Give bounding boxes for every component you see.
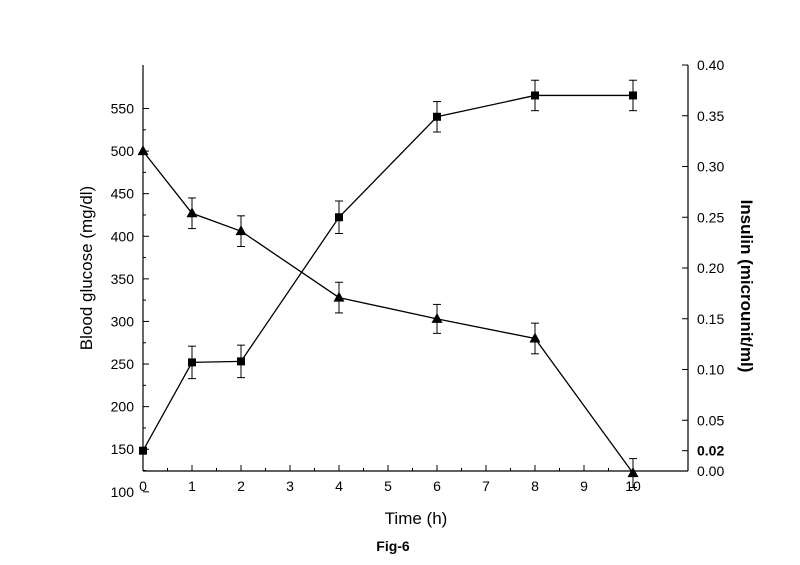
y-right-tick-label: 0.00 — [697, 463, 724, 479]
y-left-axis-title: Blood glucose (mg/dl) — [77, 186, 96, 350]
x-tick-label: 1 — [188, 478, 196, 494]
glucose-triangle-point — [137, 145, 149, 156]
x-tick-label: 2 — [237, 478, 245, 494]
x-tick-label: 5 — [384, 478, 392, 494]
y-right-tick-label: 0.10 — [697, 362, 724, 378]
y-left-tick-label: 250 — [111, 356, 135, 372]
y-right-tick-label: 0.35 — [697, 108, 724, 124]
x-tick-label: 0 — [139, 478, 147, 494]
x-tick-label: 7 — [482, 478, 490, 494]
y-left-tick-label: 550 — [111, 101, 135, 117]
glucose-triangle-point — [333, 291, 345, 302]
insulin-square-point — [433, 112, 441, 121]
y-left-tick-label: 100 — [111, 484, 135, 500]
x-tick-label: 6 — [433, 478, 441, 494]
glucose-triangle-point — [186, 207, 198, 218]
y-right-tick-label: 0.15 — [697, 311, 724, 327]
glucose-triangle-point — [627, 467, 639, 478]
x-tick-label: 3 — [286, 478, 294, 494]
insulin-square-point — [531, 91, 539, 100]
glucose-triangle-point — [235, 225, 247, 236]
y-right-tick-label: 0.05 — [697, 412, 724, 428]
y-right-tick-label: 0.02 — [697, 443, 724, 459]
y-right-tick-label: 0.20 — [697, 260, 724, 276]
y-left-tick-label: 300 — [111, 313, 135, 329]
x-tick-label: 8 — [531, 478, 539, 494]
y-left-tick-label: 200 — [111, 399, 135, 415]
y-right-axis-title: Insulin (microunit/ml) — [737, 200, 756, 373]
y-right-tick-label: 0.30 — [697, 159, 724, 175]
y-right-tick-label: 0.25 — [697, 209, 724, 225]
glucose-triangle-point — [529, 332, 541, 343]
glucose-series-line — [142, 150, 634, 474]
chart-marks — [137, 79, 639, 489]
insulin-square-point — [139, 446, 147, 455]
plot-frame — [142, 65, 689, 472]
y-left-tick-label: 350 — [111, 271, 135, 287]
x-tick-label: 4 — [335, 478, 343, 494]
y-left-tick-label: 500 — [111, 143, 135, 159]
insulin-square-point — [335, 213, 343, 222]
y-left-tick-label: 450 — [111, 186, 135, 202]
insulin-square-point — [629, 91, 637, 100]
y-right-tick-label: 0.40 — [697, 57, 724, 73]
figure-caption: Fig-6 — [376, 538, 410, 554]
y-left-tick-label: 400 — [111, 228, 135, 244]
insulin-square-point — [237, 357, 245, 366]
x-axis-title: Time (h) — [385, 509, 448, 528]
axis-ticks: 0 1 2 3 4 5 6 7 8 9 101001502002503003504004505005… — [111, 57, 725, 500]
y-left-tick-label: 150 — [111, 441, 135, 457]
glucose-triangle-point — [431, 312, 443, 323]
insulin-series-line — [142, 94, 633, 452]
insulin-square-point — [188, 358, 196, 367]
x-tick-label: 9 — [580, 478, 588, 494]
